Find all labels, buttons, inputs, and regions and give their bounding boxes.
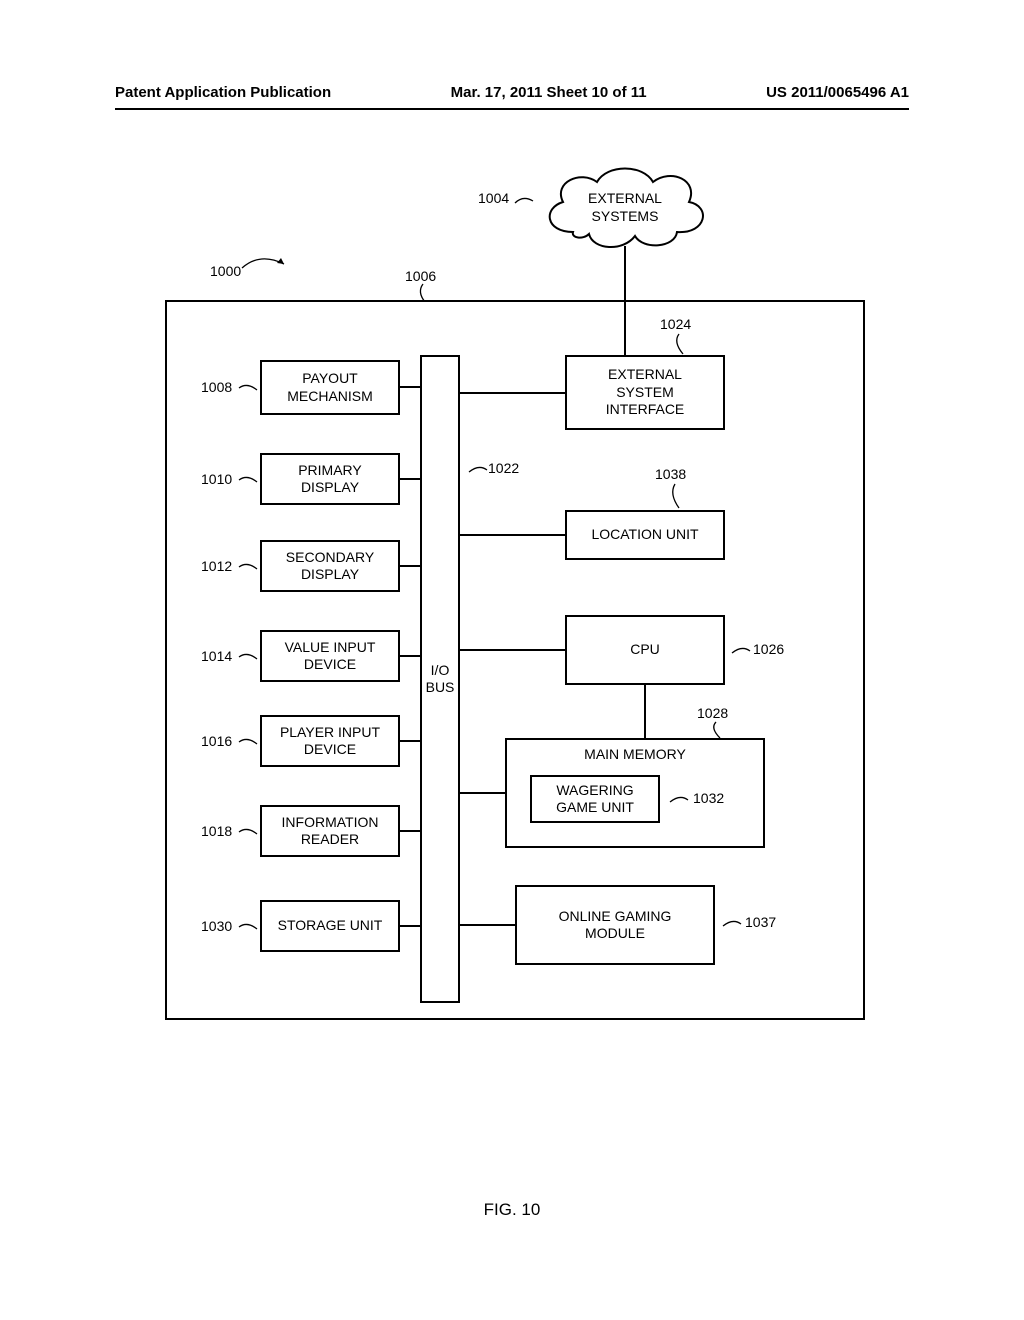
- location-unit-label: LOCATION UNIT: [591, 526, 698, 544]
- conn-location-bus: [460, 534, 565, 536]
- arc-1024: [671, 332, 687, 356]
- payout-mechanism-box: PAYOUT MECHANISM: [260, 360, 400, 415]
- ref-1032: 1032: [693, 790, 724, 806]
- page: Patent Application Publication Mar. 17, …: [0, 0, 1024, 1320]
- io-bus-label: I/O BUS: [426, 662, 455, 697]
- ref-1026: 1026: [753, 641, 784, 657]
- player-input-label: PLAYER INPUT DEVICE: [280, 724, 380, 759]
- arc-1018: [237, 824, 259, 838]
- ref-1022: 1022: [488, 460, 519, 476]
- storage-unit-label: STORAGE UNIT: [278, 917, 383, 935]
- header-left: Patent Application Publication: [115, 84, 331, 101]
- player-input-box: PLAYER INPUT DEVICE: [260, 715, 400, 767]
- conn-player-bus: [400, 740, 420, 742]
- ref-1030: 1030: [201, 918, 232, 934]
- figure-caption: FIG. 10: [0, 1200, 1024, 1220]
- ref-1038: 1038: [655, 466, 686, 482]
- conn-payout-bus: [400, 386, 420, 388]
- main-memory-label: MAIN MEMORY: [584, 746, 686, 764]
- arc-1010: [237, 472, 259, 486]
- location-unit-box: LOCATION UNIT: [565, 510, 725, 560]
- value-input-box: VALUE INPUT DEVICE: [260, 630, 400, 682]
- conn-cloud-extif: [624, 300, 626, 355]
- arc-1012: [237, 559, 259, 573]
- arc-1014: [237, 649, 259, 663]
- payout-mechanism-label: PAYOUT MECHANISM: [287, 370, 373, 405]
- header-center: Mar. 17, 2011 Sheet 10 of 11: [451, 84, 647, 101]
- arc-1038: [667, 482, 683, 510]
- arc-1016: [237, 734, 259, 748]
- cloud-external-systems: EXTERNAL SYSTEMS: [535, 160, 715, 255]
- io-bus-box: I/O BUS: [420, 355, 460, 1003]
- online-gaming-module-box: ONLINE GAMING MODULE: [515, 885, 715, 965]
- arc-1026: [730, 643, 752, 657]
- conn-value-bus: [400, 655, 420, 657]
- ref-1004: 1004: [478, 190, 509, 206]
- storage-unit-box: STORAGE UNIT: [260, 900, 400, 952]
- header-right: US 2011/0065496 A1: [766, 84, 909, 101]
- conn-cpu-mem: [644, 685, 646, 738]
- arc-1028: [708, 720, 724, 740]
- conn-cpu-bus: [460, 649, 565, 651]
- external-system-interface-label: EXTERNAL SYSTEM INTERFACE: [606, 366, 685, 419]
- arrow-1000: [240, 250, 290, 272]
- ref-1008: 1008: [201, 379, 232, 395]
- header-row: Patent Application Publication Mar. 17, …: [115, 84, 909, 101]
- arc-1032: [668, 792, 690, 806]
- arc-1030: [237, 919, 259, 933]
- arc-1004: [513, 193, 535, 209]
- information-reader-label: INFORMATION READER: [282, 814, 379, 849]
- header-rule: [115, 108, 909, 110]
- arc-1022: [467, 462, 489, 476]
- ref-1012: 1012: [201, 558, 232, 574]
- secondary-display-label: SECONDARY DISPLAY: [286, 549, 374, 584]
- primary-display-box: PRIMARY DISPLAY: [260, 453, 400, 505]
- online-gaming-module-label: ONLINE GAMING MODULE: [559, 908, 672, 943]
- cpu-label: CPU: [630, 641, 660, 659]
- conn-online-bus: [460, 924, 515, 926]
- ref-1014: 1014: [201, 648, 232, 664]
- external-system-interface-box: EXTERNAL SYSTEM INTERFACE: [565, 355, 725, 430]
- wagering-game-unit-box: WAGERING GAME UNIT: [530, 775, 660, 823]
- value-input-label: VALUE INPUT DEVICE: [285, 639, 376, 674]
- connector-cloud-main: [624, 246, 626, 300]
- primary-display-label: PRIMARY DISPLAY: [298, 462, 362, 497]
- arc-1008: [237, 380, 259, 394]
- diagram: EXTERNAL SYSTEMS 1004 1000 1006 I/O BUS …: [115, 160, 905, 1160]
- conn-extif-bus: [460, 392, 565, 394]
- ref-1028: 1028: [697, 705, 728, 721]
- conn-storage-bus: [400, 925, 420, 927]
- ref-1016: 1016: [201, 733, 232, 749]
- ref-1000: 1000: [210, 263, 241, 279]
- conn-mem-bus: [460, 792, 505, 794]
- secondary-display-box: SECONDARY DISPLAY: [260, 540, 400, 592]
- arc-1037: [721, 916, 743, 930]
- wagering-game-unit-label: WAGERING GAME UNIT: [556, 782, 634, 817]
- conn-info-bus: [400, 830, 420, 832]
- cloud-label: EXTERNAL SYSTEMS: [588, 190, 662, 225]
- conn-primary-bus: [400, 478, 420, 480]
- conn-secondary-bus: [400, 565, 420, 567]
- cpu-box: CPU: [565, 615, 725, 685]
- information-reader-box: INFORMATION READER: [260, 805, 400, 857]
- ref-1018: 1018: [201, 823, 232, 839]
- ref-1010: 1010: [201, 471, 232, 487]
- ref-1024: 1024: [660, 316, 691, 332]
- ref-1037: 1037: [745, 914, 776, 930]
